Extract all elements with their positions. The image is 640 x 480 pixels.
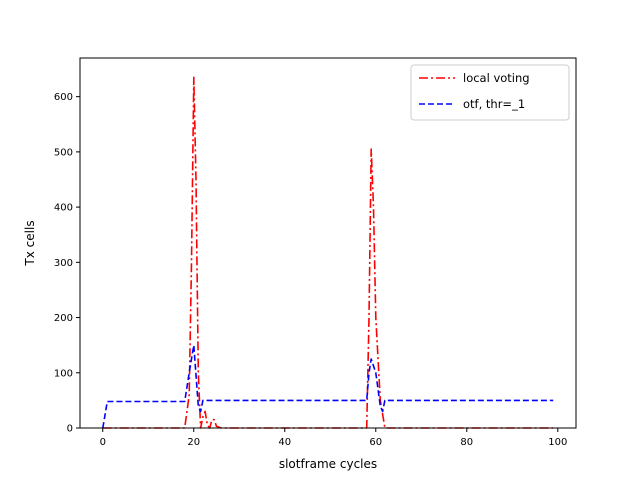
y-tick-label: 0 <box>67 424 73 435</box>
x-tick-label: 100 <box>548 437 567 448</box>
y-tick-label: 600 <box>54 92 73 103</box>
legend-label-otf: otf, thr=_1 <box>463 97 525 111</box>
y-tick-label: 300 <box>54 258 73 269</box>
legend-label-local-voting: local voting <box>463 71 530 85</box>
plot-border <box>79 57 577 429</box>
series-layer <box>102 76 554 429</box>
series-line-0 <box>102 76 554 429</box>
legend: local voting otf, thr=_1 <box>410 64 570 121</box>
y-axis-ticks: 0 100 200 300 400 500 600 <box>54 92 80 435</box>
x-tick-label: 20 <box>187 437 200 448</box>
x-tick-label: 0 <box>100 437 106 448</box>
y-tick-label: 200 <box>54 313 73 324</box>
x-axis-ticks: 0 20 40 60 80 100 <box>100 428 567 448</box>
y-tick-label: 100 <box>54 368 73 379</box>
legend-box <box>410 64 570 121</box>
series-line-1 <box>102 344 554 429</box>
x-tick-label: 40 <box>278 437 291 448</box>
x-axis-label: slotframe cycles <box>279 457 377 471</box>
y-tick-label: 400 <box>54 203 73 214</box>
y-tick-label: 500 <box>54 147 73 158</box>
x-tick-label: 80 <box>460 437 473 448</box>
x-tick-label: 60 <box>369 437 382 448</box>
y-axis-label: Tx cells <box>23 220 37 266</box>
